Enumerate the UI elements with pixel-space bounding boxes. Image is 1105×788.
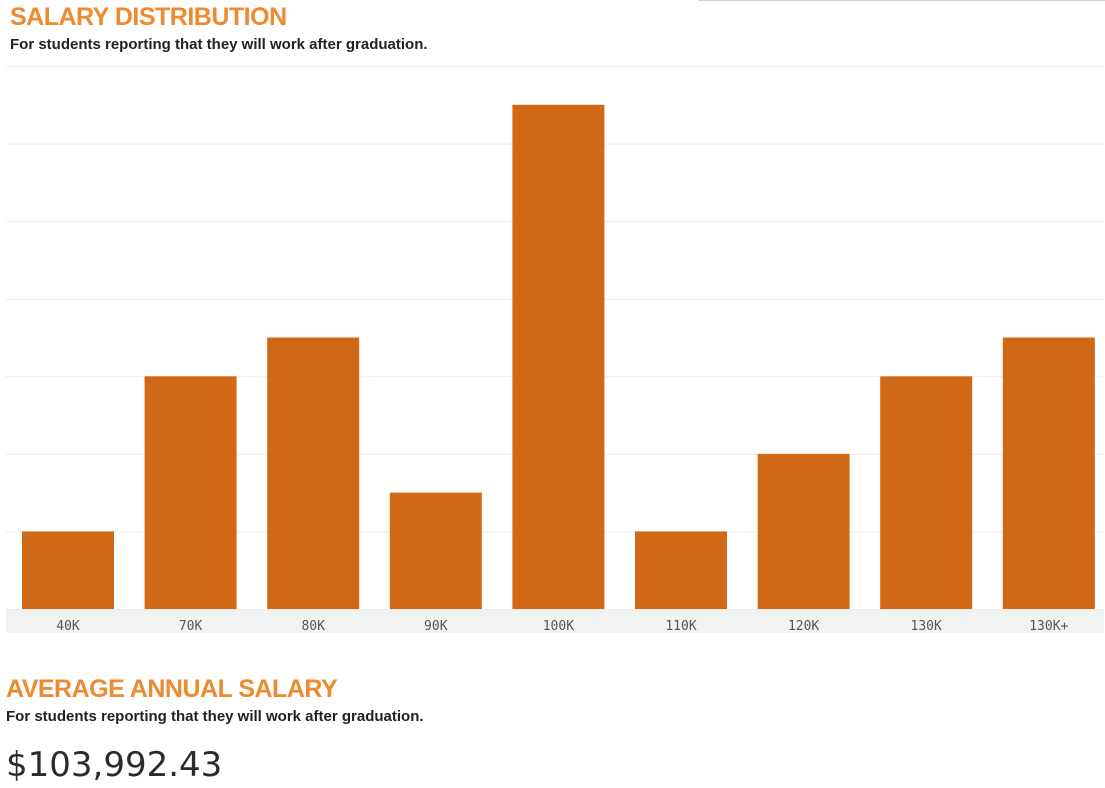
top-divider	[698, 0, 1105, 1]
bar-100k	[512, 104, 605, 610]
salary-distribution-chart: 40K 70K 80K 90K 100K 110K 120K 130K 130K+	[6, 66, 1104, 634]
average-salary-subtitle: For students reporting that they will wo…	[6, 708, 424, 725]
x-axis-band	[6, 609, 1104, 633]
bar-chart-svg: 40K 70K 80K 90K 100K 110K 120K 130K 130K+	[6, 66, 1104, 634]
bar-110k	[635, 531, 727, 609]
x-tick-label: 40K	[56, 619, 80, 633]
bar-40k	[22, 531, 114, 609]
x-tick-label: 130K	[911, 619, 942, 633]
bar-90k	[389, 492, 482, 609]
x-tick-label: 100K	[543, 619, 574, 633]
x-tick-labels: 40K 70K 80K 90K 100K 110K 120K 130K 130K+	[56, 619, 1068, 634]
x-tick-label: 110K	[665, 619, 696, 633]
bar-130k-plus	[1002, 337, 1095, 609]
salary-distribution-title: SALARY DISTRIBUTION	[10, 3, 287, 31]
x-tick-label: 90K	[424, 619, 448, 633]
x-tick-label: 70K	[179, 619, 203, 633]
bar-130k	[880, 376, 973, 609]
salary-distribution-subtitle: For students reporting that they will wo…	[10, 36, 428, 53]
bar-120k	[757, 453, 850, 609]
average-salary-value: $103,992.43	[6, 745, 223, 785]
average-salary-title: AVERAGE ANNUAL SALARY	[6, 675, 338, 703]
bar-80k	[267, 337, 360, 609]
bar-70k	[144, 376, 237, 609]
x-tick-label: 120K	[788, 619, 819, 633]
x-tick-label: 80K	[301, 619, 325, 633]
x-tick-label: 130K+	[1029, 619, 1068, 633]
bars	[22, 104, 1095, 610]
